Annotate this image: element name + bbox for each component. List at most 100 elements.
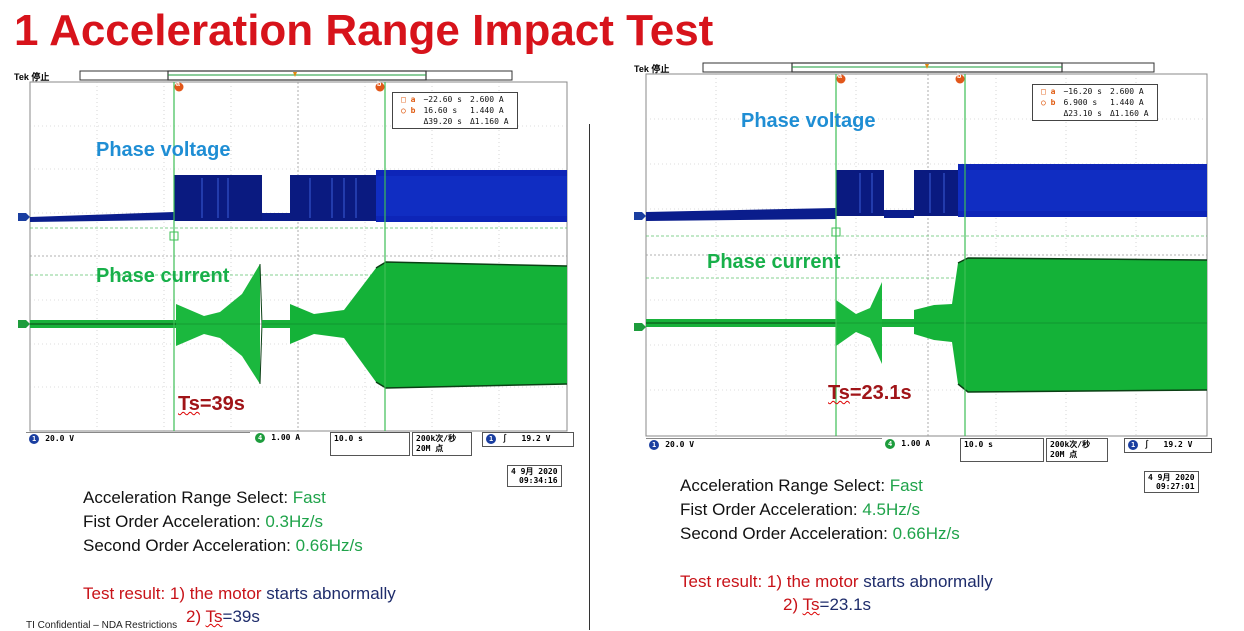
cursor-readout: □ a −16.20 s 2.600 A ○ b 6.900 s 1.440 A Δ23…	[1032, 84, 1158, 121]
first-order-row: Fist Order Acceleration: 4.5Hz/s	[680, 498, 960, 522]
result-ts-value: =39s	[222, 607, 260, 626]
ch4-scale: 1.00 A	[271, 433, 301, 442]
phase-current-trace	[646, 257, 1208, 393]
trigger-chip: 1	[486, 434, 497, 444]
result-num: 2)	[783, 595, 803, 614]
second-order-row: Second Order Acceleration: 0.66Hz/s	[680, 522, 960, 546]
trigger-box: 1 ∫ 19.2 V	[482, 432, 574, 447]
cursor-a-time: −16.20 s	[1063, 87, 1102, 96]
right-result: Test result: 1) the motor starts abnorma…	[680, 570, 993, 616]
ch1-scale: 20.0 V	[45, 434, 75, 443]
trigger-position-icon	[925, 64, 929, 69]
ch1-ground-marker	[634, 212, 646, 220]
range-value: Fast	[889, 476, 923, 495]
result-abnormally: abnormally	[904, 572, 993, 591]
trigger-level: 19.2 V	[521, 434, 551, 443]
result-starts: starts	[863, 572, 905, 591]
result-line-1: Test result: 1) the motor starts abnorma…	[83, 582, 396, 605]
cursor-delta-value: Δ1.160 A	[469, 117, 509, 126]
scope-brand: Tek 停止	[14, 72, 50, 82]
ch1-chip: 1	[29, 434, 40, 444]
ch4-ground-marker	[634, 323, 646, 331]
cursor-b-letter: b	[957, 73, 962, 80]
phase-current-trace	[30, 261, 568, 389]
cursor-a-value: 2.600 A	[469, 95, 504, 104]
right-params: Acceleration Range Select: Fast Fist Ord…	[680, 474, 960, 546]
result-prefix: Test result: 1) the motor	[680, 572, 864, 591]
result-abnormally: abnormally	[307, 584, 396, 603]
trigger-slope-icon: ∫	[502, 434, 508, 443]
cursor-delta-value: Δ1.160 A	[1109, 109, 1149, 118]
result-line-2: 2) Ts=23.1s	[680, 593, 993, 616]
cursor-b-icon: ○ b	[1041, 98, 1056, 107]
trigger-chip: 1	[1128, 440, 1139, 450]
second-order-value: 0.66Hz/s	[892, 524, 960, 543]
phase-voltage-label: Phase voltage	[96, 139, 231, 161]
acquisition-box: 200k次/秒 20M 点	[412, 432, 472, 456]
cursor-b-value: 1.440 A	[469, 106, 504, 115]
trigger-box: 1 ∫ 19.2 V	[1124, 438, 1212, 453]
phase-current-label: Phase current	[707, 251, 841, 273]
cursor-readout: □ a −22.60 s 2.600 A ○ b 16.60 s 1.440 A Δ39…	[392, 92, 518, 129]
ch4-chip: 4	[885, 439, 896, 449]
record-length: 20M 点	[416, 444, 444, 453]
oscilloscope-display	[18, 70, 568, 432]
crosshair-marker	[831, 227, 841, 237]
time-line: 09:34:16	[519, 476, 558, 485]
cursor-b-letter: b	[377, 81, 382, 88]
first-order-value: 0.3Hz/s	[265, 512, 323, 531]
scope-brand: Tek 停止	[634, 64, 670, 74]
left-params: Acceleration Range Select: Fast Fist Ord…	[83, 486, 363, 558]
second-order-label: Second Order Acceleration:	[680, 524, 893, 543]
ts-label: Ts	[828, 382, 850, 404]
date-line: 4 9月 2020	[511, 467, 558, 476]
ts-annotation: Ts=23.1s	[828, 382, 912, 405]
result-line-2: 2) Ts=39s	[83, 605, 396, 628]
ch1-chip: 1	[649, 440, 660, 450]
left-result: Test result: 1) the motor starts abnorma…	[83, 582, 396, 628]
first-order-label: Fist Order Acceleration:	[83, 512, 266, 531]
scope-date: 4 9月 2020 09:34:16	[507, 465, 562, 487]
first-order-label: Fist Order Acceleration:	[680, 500, 863, 519]
result-prefix: Test result: 1) the motor	[83, 584, 267, 603]
cursor-b-value: 1.440 A	[1109, 98, 1144, 107]
cursor-a-letter: a	[176, 81, 180, 88]
cursor-delta-time: Δ39.20 s	[423, 117, 462, 126]
range-row: Acceleration Range Select: Fast	[83, 486, 363, 510]
ch4-scale-box: 4 1.00 A	[252, 432, 304, 444]
cursor-delta-time: Δ23.10 s	[1063, 109, 1102, 118]
ch1-ground-marker	[18, 213, 30, 221]
ch1-scale: 20.0 V	[665, 440, 695, 449]
first-order-row: Fist Order Acceleration: 0.3Hz/s	[83, 510, 363, 534]
cursor-a-marker	[174, 82, 184, 92]
first-order-value: 4.5Hz/s	[862, 500, 920, 519]
range-row: Acceleration Range Select: Fast	[680, 474, 960, 498]
record-length: 20M 点	[1050, 450, 1078, 459]
phase-current-label: Phase current	[96, 265, 230, 287]
cursor-b-marker	[375, 82, 385, 92]
result-line-1: Test result: 1) the motor starts abnorma…	[680, 570, 993, 593]
cursor-a-time: −22.60 s	[423, 95, 462, 104]
ts-label: Ts	[178, 393, 200, 415]
cursor-a-icon: □ a	[1041, 87, 1056, 96]
confidential-footer: TI Confidential – NDA Restrictions	[26, 620, 178, 631]
time-line: 09:27:01	[1156, 482, 1195, 491]
trigger-level: 19.2 V	[1163, 440, 1193, 449]
acquisition-box: 200k次/秒 20M 点	[1046, 438, 1108, 462]
range-label: Acceleration Range Select:	[680, 476, 890, 495]
result-starts: starts	[266, 584, 308, 603]
cursor-a-marker	[836, 74, 846, 84]
result-ts-label: Ts	[802, 595, 820, 614]
phase-voltage-trace	[30, 170, 567, 222]
cursor-b-time: 6.900 s	[1063, 98, 1098, 107]
cursor-a-value: 2.600 A	[1109, 87, 1144, 96]
result-num: 2)	[186, 607, 206, 626]
ch4-chip: 4	[255, 433, 266, 443]
ts-value: =23.1s	[849, 382, 912, 404]
ts-annotation: Ts=39s	[178, 393, 245, 416]
cursor-a-letter: a	[838, 73, 842, 80]
cursor-b-time: 16.60 s	[423, 106, 458, 115]
range-label: Acceleration Range Select:	[83, 488, 293, 507]
timebase-box: 10.0 s	[960, 438, 1044, 462]
phase-voltage-label: Phase voltage	[741, 110, 876, 132]
